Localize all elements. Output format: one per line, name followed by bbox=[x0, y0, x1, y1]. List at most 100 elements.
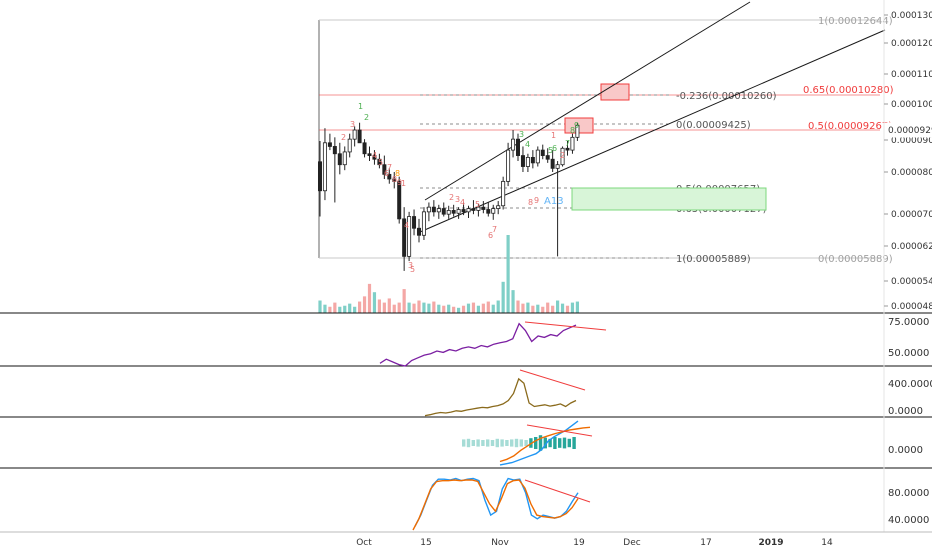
volume-bar bbox=[506, 235, 510, 313]
channel-upper bbox=[424, 1, 751, 201]
stoch-k-line bbox=[414, 477, 579, 527]
candle-body bbox=[412, 216, 417, 229]
volume-bar bbox=[476, 305, 480, 313]
channel-lower bbox=[419, 29, 886, 233]
macd-histogram-bar bbox=[462, 439, 466, 447]
macd-histogram-bar bbox=[495, 438, 499, 448]
fib-levels: 1(0.00012644) 0(0.00005889) 0.65(0.0001028… bbox=[318, 16, 894, 265]
price-tick-label: 0.00008000 bbox=[891, 168, 932, 178]
volume-bar bbox=[570, 302, 575, 313]
candle-body bbox=[575, 124, 580, 138]
stoch-d-line bbox=[412, 479, 579, 531]
time-tick-label: 17 bbox=[700, 538, 711, 548]
candle-body bbox=[481, 206, 486, 210]
candle-body bbox=[362, 142, 367, 155]
macd-histogram-bar bbox=[524, 440, 528, 446]
volume-bar bbox=[333, 302, 337, 313]
volume-bar bbox=[432, 301, 436, 313]
volume-bar bbox=[511, 290, 515, 313]
td-count-red: 5 bbox=[378, 158, 383, 167]
stoch-divergence-line bbox=[524, 479, 591, 503]
osc2-divergence-line bbox=[519, 369, 586, 391]
rsi-axis-label: 75.0000 bbox=[888, 317, 929, 328]
candle-body bbox=[387, 173, 392, 180]
candlesticks bbox=[317, 122, 580, 271]
td-count-red: 5 bbox=[410, 265, 415, 274]
macd-histogram-bar bbox=[476, 439, 480, 447]
volume-bar bbox=[358, 301, 362, 313]
td-count-red: 3 bbox=[350, 120, 355, 129]
td-count-green: 7 bbox=[565, 139, 570, 148]
candle-body bbox=[516, 138, 521, 156]
td-count-red: 9 bbox=[534, 196, 539, 205]
volume-bar bbox=[397, 302, 401, 313]
volume-bar bbox=[362, 296, 367, 313]
td-count-red: 1 bbox=[551, 131, 556, 140]
volume-bar bbox=[556, 300, 560, 313]
volume-bar bbox=[541, 306, 545, 313]
candle-body bbox=[322, 142, 327, 192]
macd-histogram-bar bbox=[471, 440, 475, 446]
macd-histogram-bar bbox=[510, 439, 514, 447]
td-count-red: 3 bbox=[455, 195, 460, 204]
td-count-green: 2 bbox=[364, 113, 369, 122]
td-count-red: 6 bbox=[488, 231, 493, 240]
volume-bar bbox=[481, 303, 485, 313]
price-tick-label: 0.00004800 bbox=[891, 302, 932, 312]
volume-bar bbox=[382, 302, 386, 313]
macd-histogram-bar bbox=[543, 437, 547, 449]
candle-body bbox=[520, 155, 525, 167]
volume-bar bbox=[491, 304, 495, 313]
macd-histogram-bar bbox=[486, 439, 490, 447]
volume-bar bbox=[437, 304, 441, 313]
candle-body bbox=[426, 206, 431, 213]
fib-label: 1(0.00005889) bbox=[676, 254, 751, 265]
osc2-axis-label: 400.0000 bbox=[888, 379, 932, 390]
macd-histogram-bar bbox=[481, 440, 485, 446]
candle-body bbox=[461, 209, 466, 213]
candle-body bbox=[392, 178, 397, 182]
volume-bar bbox=[565, 305, 570, 313]
candle-body bbox=[530, 156, 535, 164]
volume-bar bbox=[338, 306, 342, 313]
target-zone-green bbox=[571, 187, 767, 211]
td-count-red: 1 bbox=[401, 179, 406, 188]
candle-body bbox=[446, 210, 451, 215]
volume-bar bbox=[536, 304, 540, 313]
td-count-green: 5 bbox=[548, 146, 553, 155]
rsi-divergence-line bbox=[524, 321, 607, 331]
volume-bar bbox=[521, 303, 525, 313]
macd-histogram-bar bbox=[514, 438, 519, 448]
time-tick-label: 2019 bbox=[758, 538, 783, 548]
volume-bar bbox=[367, 283, 372, 313]
td-count-blue: A13 bbox=[544, 196, 564, 207]
volume-bar bbox=[422, 302, 426, 313]
candle-body bbox=[352, 129, 357, 140]
time-tick-label: 15 bbox=[420, 538, 431, 548]
candle-body bbox=[491, 208, 496, 214]
volume-bar bbox=[461, 305, 466, 313]
candle-body bbox=[332, 146, 337, 155]
volume-bar bbox=[427, 303, 431, 313]
volume-bar bbox=[377, 299, 381, 313]
volume-bar bbox=[486, 301, 490, 313]
volume-bar bbox=[466, 303, 471, 313]
candle-body bbox=[337, 153, 342, 166]
candle-body bbox=[545, 155, 550, 160]
td-count-green: 4 bbox=[525, 140, 530, 149]
volume-bar bbox=[343, 305, 347, 313]
td-count-red: 7 bbox=[387, 163, 392, 172]
macd-histogram-bar bbox=[466, 438, 471, 448]
time-tick-label: Oct bbox=[356, 538, 372, 548]
macd-histogram-bar bbox=[519, 439, 523, 447]
candle-body bbox=[347, 138, 352, 153]
candle-body bbox=[456, 209, 461, 214]
candle-body bbox=[476, 206, 481, 211]
volume-bar bbox=[551, 305, 555, 313]
candle-body bbox=[471, 208, 476, 211]
volume-bar bbox=[353, 306, 357, 313]
time-tick-label: 19 bbox=[573, 538, 585, 548]
macd-histogram-bar bbox=[567, 438, 571, 448]
candle-body bbox=[317, 161, 322, 192]
